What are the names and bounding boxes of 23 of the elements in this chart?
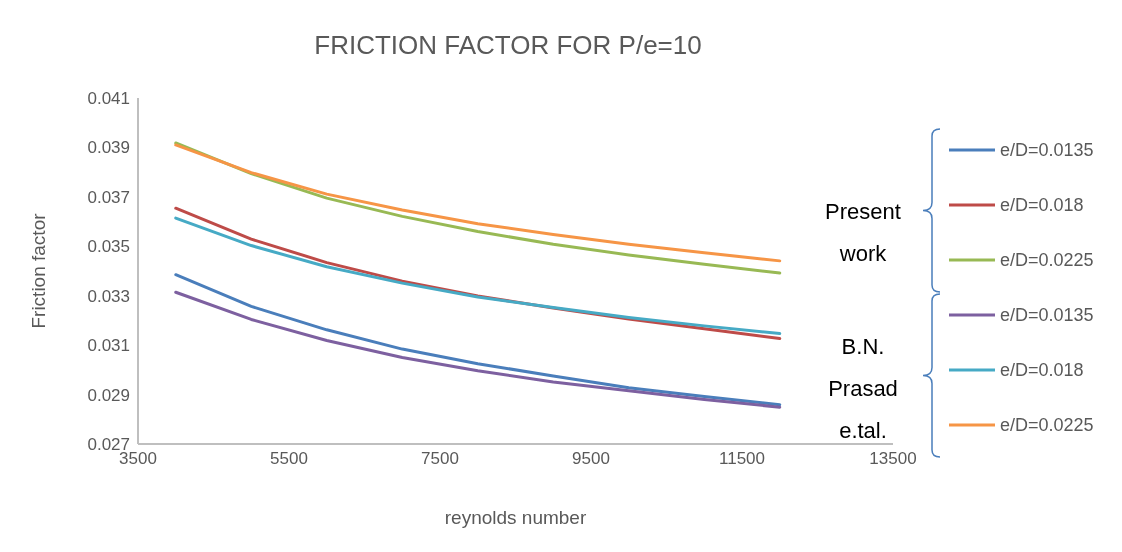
y-tick-label: 0.041: [87, 89, 130, 109]
legend-label: e/D=0.018: [1000, 194, 1084, 216]
x-tick-label: 7500: [421, 449, 459, 469]
y-tick-label: 0.037: [87, 187, 130, 207]
chart-title: FRICTION FACTOR FOR P/e=10: [313, 30, 703, 61]
annotation: Present work: [824, 197, 902, 268]
x-tick-label: 9500: [572, 449, 610, 469]
y-tick-label: 0.031: [87, 336, 130, 356]
legend-label: e/D=0.018: [1000, 359, 1084, 381]
x-tick-label: 11500: [718, 449, 766, 469]
x-tick-label: 13500: [869, 449, 917, 469]
x-tick-label: 5500: [270, 449, 308, 469]
y-axis-title: Friction factor: [27, 212, 49, 329]
y-tick-label: 0.033: [87, 286, 130, 306]
annotation: B.N. Prasad e.tal.: [828, 333, 898, 443]
legend-label: e/D=0.0225: [1000, 249, 1094, 271]
y-tick-label: 0.039: [87, 138, 130, 158]
legend-label: e/D=0.0135: [1000, 304, 1094, 326]
legend-label: e/D=0.0225: [1000, 414, 1094, 436]
legend-label: e/D=0.0135: [1000, 139, 1094, 161]
x-axis-title: reynolds number: [444, 507, 587, 528]
y-tick-label: 0.029: [87, 385, 130, 405]
y-tick-label: 0.035: [87, 237, 130, 257]
